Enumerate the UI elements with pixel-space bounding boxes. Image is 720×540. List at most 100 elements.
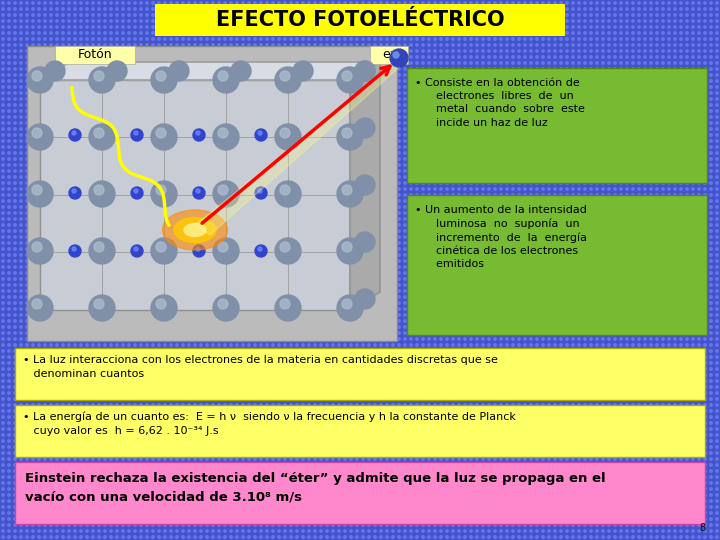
- Circle shape: [32, 524, 35, 526]
- Circle shape: [572, 320, 575, 322]
- Circle shape: [200, 122, 202, 124]
- Circle shape: [32, 404, 35, 406]
- Circle shape: [332, 212, 334, 214]
- Circle shape: [194, 62, 196, 64]
- Circle shape: [86, 50, 89, 52]
- Circle shape: [92, 74, 94, 76]
- Circle shape: [505, 278, 508, 280]
- Circle shape: [446, 404, 448, 406]
- Circle shape: [284, 158, 287, 160]
- Circle shape: [212, 464, 215, 466]
- Circle shape: [272, 380, 274, 382]
- Circle shape: [44, 326, 46, 328]
- Circle shape: [685, 134, 688, 136]
- Circle shape: [26, 302, 28, 304]
- Circle shape: [62, 362, 64, 364]
- Circle shape: [272, 212, 274, 214]
- Circle shape: [248, 464, 251, 466]
- Circle shape: [512, 128, 514, 130]
- Circle shape: [188, 404, 190, 406]
- Circle shape: [134, 236, 136, 238]
- Circle shape: [92, 8, 94, 10]
- Circle shape: [128, 272, 130, 274]
- Text: Einstein rechaza la existencia del “éter” y admite que la luz se propaga en el
v: Einstein rechaza la existencia del “éter…: [25, 472, 606, 503]
- Circle shape: [368, 296, 370, 298]
- Circle shape: [325, 92, 328, 94]
- Circle shape: [325, 164, 328, 166]
- Circle shape: [32, 332, 35, 334]
- Circle shape: [512, 530, 514, 532]
- Circle shape: [308, 404, 310, 406]
- Circle shape: [602, 374, 604, 376]
- Circle shape: [548, 170, 550, 172]
- Circle shape: [260, 224, 262, 226]
- Circle shape: [332, 140, 334, 142]
- Circle shape: [20, 530, 22, 532]
- Circle shape: [494, 518, 496, 520]
- Circle shape: [613, 110, 616, 112]
- Circle shape: [236, 344, 238, 346]
- Circle shape: [140, 428, 142, 430]
- Circle shape: [703, 164, 706, 166]
- Circle shape: [338, 422, 340, 424]
- Circle shape: [482, 422, 484, 424]
- Circle shape: [494, 374, 496, 376]
- Circle shape: [37, 116, 40, 118]
- Circle shape: [656, 494, 658, 496]
- Circle shape: [500, 110, 503, 112]
- Circle shape: [392, 26, 395, 28]
- Circle shape: [523, 14, 526, 16]
- Circle shape: [482, 500, 484, 502]
- Circle shape: [236, 122, 238, 124]
- Circle shape: [332, 350, 334, 352]
- Circle shape: [386, 92, 388, 94]
- Circle shape: [392, 74, 395, 76]
- Circle shape: [698, 170, 701, 172]
- Circle shape: [62, 458, 64, 460]
- Circle shape: [104, 464, 107, 466]
- Circle shape: [314, 332, 316, 334]
- Circle shape: [272, 68, 274, 70]
- Circle shape: [145, 404, 148, 406]
- Circle shape: [50, 380, 53, 382]
- Circle shape: [440, 452, 442, 454]
- Circle shape: [674, 116, 676, 118]
- Circle shape: [500, 398, 503, 400]
- Circle shape: [260, 272, 262, 274]
- Circle shape: [530, 470, 532, 472]
- Circle shape: [248, 350, 251, 352]
- Circle shape: [224, 98, 226, 100]
- Circle shape: [392, 458, 395, 460]
- Circle shape: [512, 524, 514, 526]
- Circle shape: [314, 80, 316, 82]
- Circle shape: [584, 8, 586, 10]
- Circle shape: [541, 392, 544, 394]
- Circle shape: [272, 344, 274, 346]
- Circle shape: [134, 428, 136, 430]
- Circle shape: [248, 128, 251, 130]
- Circle shape: [716, 116, 719, 118]
- Circle shape: [212, 86, 215, 88]
- Circle shape: [494, 182, 496, 184]
- Circle shape: [338, 374, 340, 376]
- Circle shape: [488, 392, 490, 394]
- Circle shape: [224, 428, 226, 430]
- Circle shape: [32, 410, 35, 412]
- Circle shape: [37, 140, 40, 142]
- Circle shape: [200, 410, 202, 412]
- Circle shape: [380, 92, 382, 94]
- Circle shape: [308, 290, 310, 292]
- Circle shape: [716, 152, 719, 154]
- Circle shape: [440, 38, 442, 40]
- Circle shape: [494, 308, 496, 310]
- Circle shape: [62, 194, 64, 196]
- Circle shape: [236, 374, 238, 376]
- Circle shape: [572, 386, 575, 388]
- Circle shape: [116, 50, 118, 52]
- Circle shape: [145, 170, 148, 172]
- Circle shape: [80, 266, 82, 268]
- Circle shape: [608, 524, 611, 526]
- Circle shape: [566, 476, 568, 478]
- Circle shape: [302, 8, 304, 10]
- Circle shape: [224, 482, 226, 484]
